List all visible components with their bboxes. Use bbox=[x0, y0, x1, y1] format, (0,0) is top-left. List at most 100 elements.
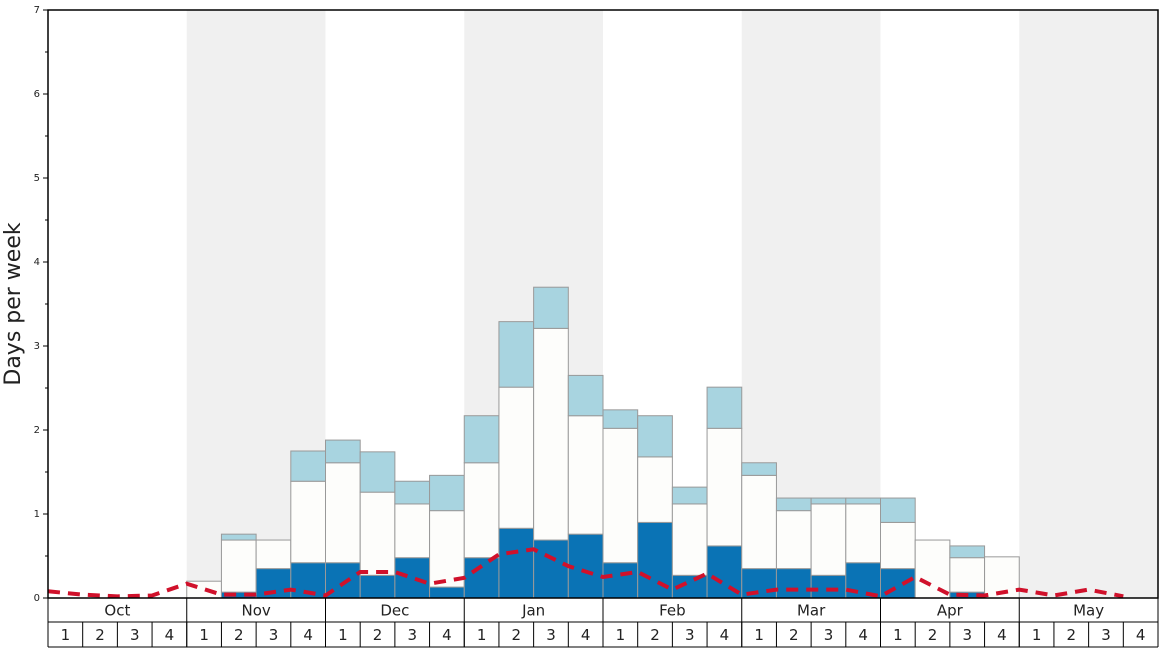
x-tick-label: 4 bbox=[165, 626, 175, 644]
month-label: Jan bbox=[521, 602, 545, 620]
bar-segment bbox=[359, 491, 396, 576]
bar-segment bbox=[220, 533, 257, 541]
y-tick-label: 6 bbox=[34, 89, 40, 100]
x-tick-label: 4 bbox=[997, 626, 1007, 644]
bar-segment bbox=[741, 474, 777, 570]
x-tick-label: 4 bbox=[442, 626, 452, 644]
x-tick-label: 3 bbox=[824, 626, 834, 644]
y-tick-label: 4 bbox=[34, 257, 40, 268]
x-tick-label: 2 bbox=[95, 626, 105, 644]
bar-segment bbox=[671, 503, 708, 576]
bar-segment bbox=[463, 462, 500, 559]
bar-segment bbox=[325, 462, 361, 564]
month-label: Mar bbox=[797, 602, 826, 620]
bar-segment bbox=[394, 503, 431, 559]
x-tick-label: 2 bbox=[373, 626, 383, 644]
bar-segment bbox=[810, 503, 847, 576]
bar-segment bbox=[429, 474, 465, 512]
y-tick-label: 5 bbox=[34, 173, 40, 184]
x-tick-label: 2 bbox=[234, 626, 244, 644]
x-tick-label: 2 bbox=[650, 626, 660, 644]
y-tick-label: 1 bbox=[34, 509, 40, 520]
x-tick-label: 4 bbox=[858, 626, 868, 644]
bar-segment bbox=[775, 568, 812, 599]
bar-segment bbox=[498, 321, 535, 388]
x-tick-label: 4 bbox=[720, 626, 730, 644]
bar-segment bbox=[290, 450, 326, 482]
bar-segment bbox=[602, 409, 639, 429]
x-tick-label: 2 bbox=[512, 626, 522, 644]
x-tick-label: 1 bbox=[754, 626, 764, 644]
trend-line bbox=[47, 547, 1124, 599]
bar-segment bbox=[741, 462, 777, 476]
bar-segment bbox=[394, 480, 431, 505]
bar-segment bbox=[567, 415, 604, 535]
bar-segment bbox=[845, 562, 881, 599]
bar-segment bbox=[498, 527, 535, 599]
bar-segment bbox=[463, 415, 500, 464]
x-tick-label: 1 bbox=[1032, 626, 1042, 644]
bar-segment bbox=[429, 586, 465, 599]
month-label: Oct bbox=[104, 602, 130, 620]
month-label: Dec bbox=[380, 602, 409, 620]
x-tick-label: 4 bbox=[303, 626, 313, 644]
x-tick-label: 4 bbox=[1136, 626, 1146, 644]
bar-segment bbox=[359, 574, 396, 599]
bar-segment bbox=[637, 456, 673, 523]
bar-segment bbox=[325, 439, 361, 464]
bar-segment bbox=[880, 521, 916, 570]
x-tick-label: 1 bbox=[616, 626, 626, 644]
bar-segment bbox=[845, 503, 881, 564]
month-label: Feb bbox=[659, 602, 686, 620]
bar-segment bbox=[845, 497, 881, 505]
month-label: Nov bbox=[241, 602, 270, 620]
bar-segment bbox=[706, 386, 743, 429]
bar-segment bbox=[949, 545, 986, 559]
x-tick-label: 1 bbox=[477, 626, 487, 644]
bar-segment bbox=[359, 451, 396, 493]
bar-segment bbox=[810, 574, 847, 599]
bar-segment bbox=[220, 539, 257, 593]
bar-segment bbox=[533, 286, 569, 329]
bar-segment bbox=[498, 386, 535, 529]
x-tick-label: 1 bbox=[61, 626, 71, 644]
x-tick-label: 1 bbox=[199, 626, 209, 644]
bar-segment bbox=[671, 486, 708, 505]
x-tick-label: 2 bbox=[1067, 626, 1077, 644]
x-tick-label: 3 bbox=[962, 626, 972, 644]
bar-segment bbox=[290, 480, 326, 564]
bar-segment bbox=[810, 497, 847, 505]
x-tick-label: 3 bbox=[685, 626, 695, 644]
bar-segment bbox=[602, 427, 639, 564]
x-tick-label: 2 bbox=[928, 626, 938, 644]
y-axis-label: Days per week bbox=[1, 222, 26, 385]
y-tick-label: 3 bbox=[34, 341, 40, 352]
bar-segment bbox=[775, 497, 812, 512]
bar-segment bbox=[533, 539, 569, 599]
bar-segment bbox=[914, 539, 951, 599]
bar-segment bbox=[394, 557, 431, 599]
y-tick-label: 7 bbox=[34, 5, 40, 16]
bar-segment bbox=[880, 497, 916, 523]
bar-segment bbox=[706, 427, 743, 547]
x-tick-label: 1 bbox=[338, 626, 348, 644]
x-tick-label: 1 bbox=[893, 626, 903, 644]
bar-segment bbox=[533, 327, 569, 541]
y-tick-label: 2 bbox=[34, 425, 40, 436]
x-tick-label: 4 bbox=[581, 626, 591, 644]
bar-segment bbox=[602, 562, 639, 599]
x-tick-label: 3 bbox=[546, 626, 556, 644]
x-tick-label: 3 bbox=[1101, 626, 1111, 644]
bar-segment bbox=[637, 415, 673, 458]
bar-segment bbox=[775, 510, 812, 570]
x-tick-label: 3 bbox=[130, 626, 140, 644]
x-tick-label: 3 bbox=[407, 626, 417, 644]
bar-segment bbox=[429, 510, 465, 588]
x-tick-label: 2 bbox=[789, 626, 799, 644]
bar-segment bbox=[255, 539, 292, 570]
month-background bbox=[1019, 10, 1158, 598]
month-label: Apr bbox=[937, 602, 964, 620]
y-tick-label: 0 bbox=[34, 593, 40, 604]
bar-segment bbox=[463, 557, 500, 599]
